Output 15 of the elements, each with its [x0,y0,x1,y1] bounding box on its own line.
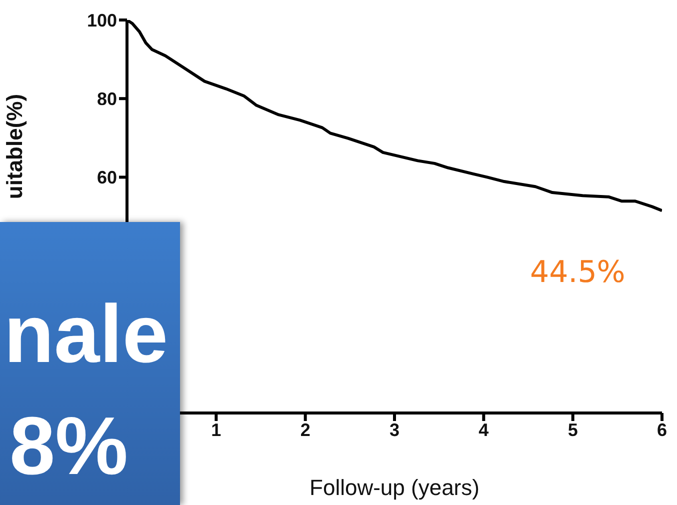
annotation: nale [4,289,168,380]
annotation: 44.5% [530,255,626,290]
x-axis-title: Follow-up (years) [310,475,480,500]
annotation: 8% [9,401,128,492]
text-panel: nale 8% [0,222,180,505]
y-tick-label: 80 [96,88,117,109]
y-axis-title: uitable(%) [2,94,27,200]
x-tick-label: 6 [656,420,668,440]
x-tick-label: 5 [568,420,578,440]
x-tick-label: 4 [478,420,489,440]
y-tick-label: 100 [86,10,117,30]
y-tick-label: 60 [96,168,117,188]
x-tick-label: 1 [211,420,222,440]
x-tick-label: 2 [300,420,310,440]
x-tick-label: 3 [389,420,400,440]
